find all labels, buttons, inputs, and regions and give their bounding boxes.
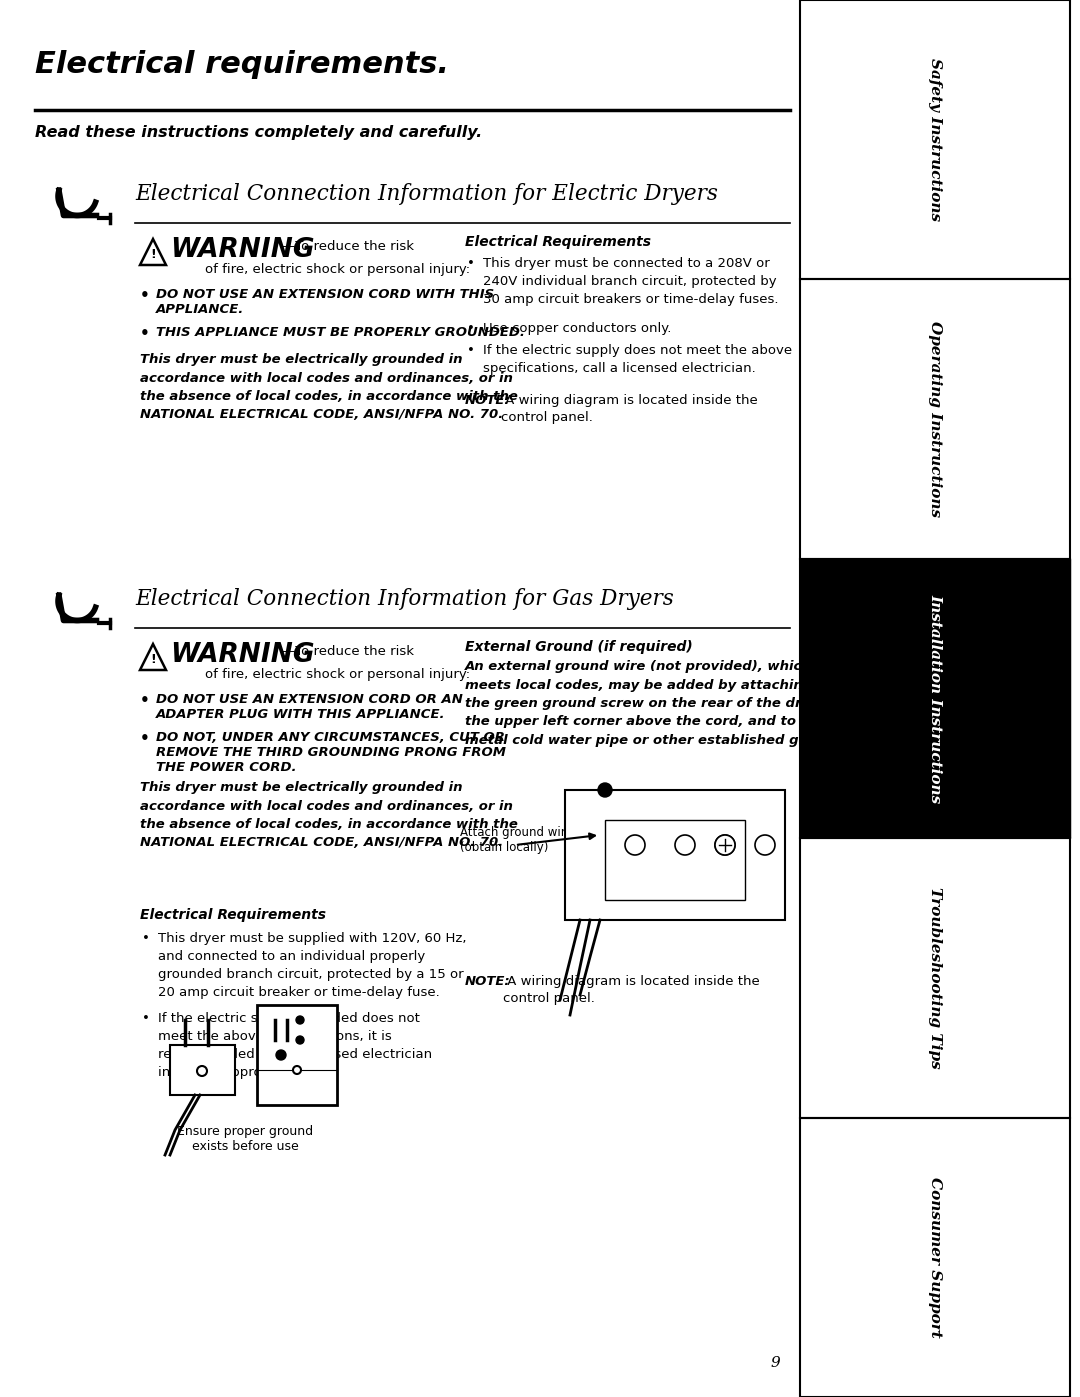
Text: of fire, electric shock or personal injury:: of fire, electric shock or personal inju… <box>205 668 470 680</box>
Text: DO NOT, UNDER ANY CIRCUMSTANCES, CUT OR
REMOVE THE THIRD GROUNDING PRONG FROM
TH: DO NOT, UNDER ANY CIRCUMSTANCES, CUT OR … <box>156 731 505 774</box>
Bar <box>800 279 1070 559</box>
Text: •: • <box>467 321 475 335</box>
Text: This dryer must be electrically grounded in
accordance with local codes and ordi: This dryer must be electrically grounded… <box>140 353 518 422</box>
Text: NOTE:: NOTE: <box>465 394 511 407</box>
Text: Electrical Connection Information for Electric Dryers: Electrical Connection Information for El… <box>135 183 718 205</box>
Text: Troubleshooting Tips: Troubleshooting Tips <box>928 887 942 1069</box>
Text: WARNING: WARNING <box>170 237 314 263</box>
Text: An external ground wire (not provided), which
meets local codes, may be added by: An external ground wire (not provided), … <box>465 659 873 747</box>
Bar <box>605 820 745 900</box>
Text: Installation Instructions: Installation Instructions <box>928 594 942 803</box>
Text: Electrical Requirements: Electrical Requirements <box>465 235 651 249</box>
Text: If the electric supply does not meet the above
specifications, call a licensed e: If the electric supply does not meet the… <box>483 344 792 374</box>
Text: —To reduce the risk: —To reduce the risk <box>282 645 414 658</box>
Text: THIS APPLIANCE MUST BE PROPERLY GROUNDED.: THIS APPLIANCE MUST BE PROPERLY GROUNDED… <box>156 326 525 339</box>
Text: WARNING: WARNING <box>170 643 314 668</box>
Bar <box>800 0 1070 279</box>
Polygon shape <box>140 239 166 265</box>
Circle shape <box>293 1066 301 1074</box>
Bar <box>800 838 1070 1118</box>
Text: This dryer must be electrically grounded in
accordance with local codes and ordi: This dryer must be electrically grounded… <box>140 781 518 849</box>
Bar <box>800 559 1070 838</box>
Text: •: • <box>467 257 475 270</box>
Text: —To reduce the risk: —To reduce the risk <box>282 240 414 253</box>
Text: Attach ground wire
(obtain locally): Attach ground wire (obtain locally) <box>460 826 572 854</box>
Text: A wiring diagram is located inside the
control panel.: A wiring diagram is located inside the c… <box>503 975 759 1004</box>
Bar <box>800 559 1070 838</box>
Circle shape <box>276 1051 286 1060</box>
Text: •: • <box>140 693 150 708</box>
Text: Consumer Support: Consumer Support <box>928 1176 942 1338</box>
Circle shape <box>197 1066 207 1076</box>
Circle shape <box>715 835 735 855</box>
Text: If the electric supply provided does not
meet the above specifications, it is
re: If the electric supply provided does not… <box>158 1011 432 1078</box>
Text: •: • <box>140 731 150 746</box>
Text: A wiring diagram is located inside the
control panel.: A wiring diagram is located inside the c… <box>501 394 758 425</box>
Circle shape <box>296 1037 303 1044</box>
Text: This dryer must be supplied with 120V, 60 Hz,
and connected to an individual pro: This dryer must be supplied with 120V, 6… <box>158 932 467 999</box>
Text: Safety Instructions: Safety Instructions <box>928 59 942 221</box>
Bar <box>800 1118 1070 1397</box>
Text: Read these instructions completely and carefully.: Read these instructions completely and c… <box>35 124 483 140</box>
Bar <box>800 279 1070 559</box>
Circle shape <box>675 835 696 855</box>
Text: DO NOT USE AN EXTENSION CORD WITH THIS
APPLIANCE.: DO NOT USE AN EXTENSION CORD WITH THIS A… <box>156 288 495 316</box>
Bar <box>257 1004 337 1105</box>
Text: of fire, electric shock or personal injury:: of fire, electric shock or personal inju… <box>205 263 470 277</box>
Text: !: ! <box>150 249 156 261</box>
Circle shape <box>715 835 735 855</box>
Text: •: • <box>141 932 150 944</box>
Bar <box>800 1118 1070 1397</box>
Text: This dryer must be connected to a 208V or
240V individual branch circuit, protec: This dryer must be connected to a 208V o… <box>483 257 779 306</box>
Text: !: ! <box>150 652 156 666</box>
Text: Use copper conductors only.: Use copper conductors only. <box>483 321 672 335</box>
Bar <box>170 1045 235 1095</box>
Text: •: • <box>140 326 150 341</box>
Text: NOTE:: NOTE: <box>465 975 511 988</box>
Text: •: • <box>467 344 475 358</box>
Bar <box>800 838 1070 1118</box>
Circle shape <box>755 835 775 855</box>
Text: Operating Instructions: Operating Instructions <box>928 321 942 517</box>
Text: •: • <box>141 1011 150 1025</box>
Bar <box>565 789 785 921</box>
Text: Ensure proper ground
exists before use: Ensure proper ground exists before use <box>177 1125 313 1153</box>
Text: External Ground (if required): External Ground (if required) <box>465 640 692 654</box>
Text: •: • <box>140 288 150 303</box>
Text: 9: 9 <box>770 1356 780 1370</box>
Bar <box>800 0 1070 279</box>
Circle shape <box>296 1016 303 1024</box>
Circle shape <box>625 835 645 855</box>
Text: Electrical Requirements: Electrical Requirements <box>140 908 326 922</box>
Circle shape <box>598 782 612 798</box>
Text: DO NOT USE AN EXTENSION CORD OR AN
ADAPTER PLUG WITH THIS APPLIANCE.: DO NOT USE AN EXTENSION CORD OR AN ADAPT… <box>156 693 463 721</box>
Text: Electrical Connection Information for Gas Dryers: Electrical Connection Information for Ga… <box>135 588 674 610</box>
Polygon shape <box>140 644 166 671</box>
Text: Electrical requirements.: Electrical requirements. <box>35 50 449 80</box>
